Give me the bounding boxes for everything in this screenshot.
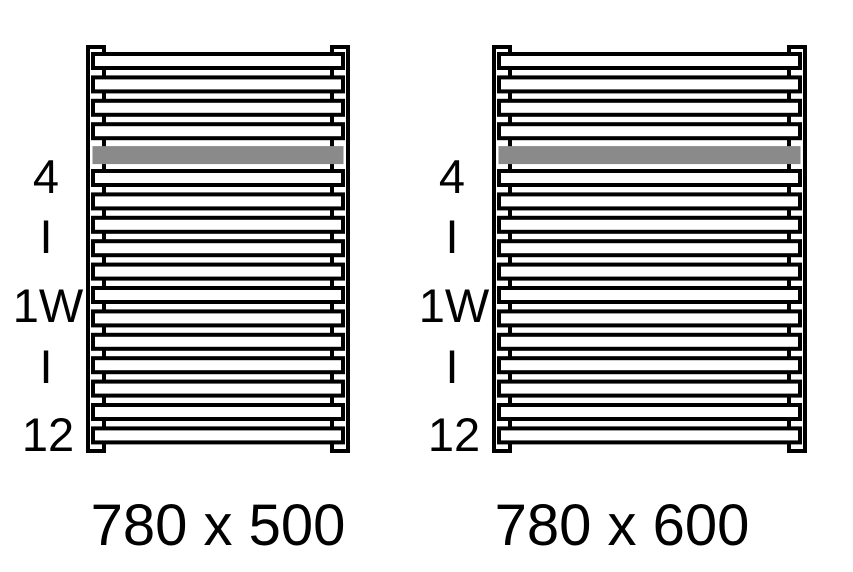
spec-line-3: 1W (13, 279, 84, 332)
radiator-bar (91, 192, 345, 211)
radiator-bar (91, 169, 345, 187)
radiator-bar (497, 122, 802, 141)
radiator-bar (497, 98, 802, 117)
spec-line-5: 12 (428, 408, 480, 461)
dimension-label-right: 780 x 600 (495, 493, 750, 558)
spec-line-2: I (445, 210, 458, 263)
radiator-bar (497, 52, 802, 70)
radiator-bar (91, 215, 345, 234)
radiator-bar (497, 403, 802, 421)
radiator-bar (91, 332, 345, 351)
spec-line-4: I (39, 340, 52, 393)
radiator-bar (91, 122, 345, 141)
radiator-bar (497, 309, 802, 328)
radiator-bar (91, 379, 345, 398)
radiator-bar (91, 426, 345, 445)
radiator-left (86, 45, 350, 453)
radiator-bar (497, 215, 802, 234)
spec-line-1: 4 (439, 150, 465, 203)
spec-line-3: 1W (419, 279, 490, 332)
radiator-bar (91, 403, 345, 421)
radiator-left-bars (91, 52, 345, 445)
radiator-bar (91, 239, 345, 258)
radiator-bar (91, 98, 345, 117)
radiator-bar (497, 192, 802, 211)
radiator-bar (497, 239, 802, 258)
radiator-bar (497, 75, 802, 94)
radiator-right (492, 45, 807, 453)
radiator-bar (91, 75, 345, 94)
radiator-bar (497, 332, 802, 351)
spec-line-4: I (445, 340, 458, 393)
radiator-bar (497, 169, 802, 187)
accent-bar (498, 146, 801, 165)
spec-line-1: 4 (33, 150, 59, 203)
radiator-bar (91, 52, 345, 70)
radiator-right-bars (497, 52, 802, 445)
spec-line-2: I (39, 210, 52, 263)
radiator-bar (91, 262, 345, 281)
radiator-bar (497, 286, 802, 304)
dimension-label-left: 780 x 500 (91, 493, 346, 558)
radiator-bar (497, 426, 802, 445)
radiator-bar (497, 379, 802, 398)
radiator-bar (91, 309, 345, 328)
spec-line-5: 12 (22, 408, 74, 461)
accent-bar (92, 146, 344, 165)
radiator-bar (497, 262, 802, 281)
radiator-bar (91, 356, 345, 375)
radiator-bar (91, 286, 345, 304)
radiator-bar (497, 356, 802, 375)
